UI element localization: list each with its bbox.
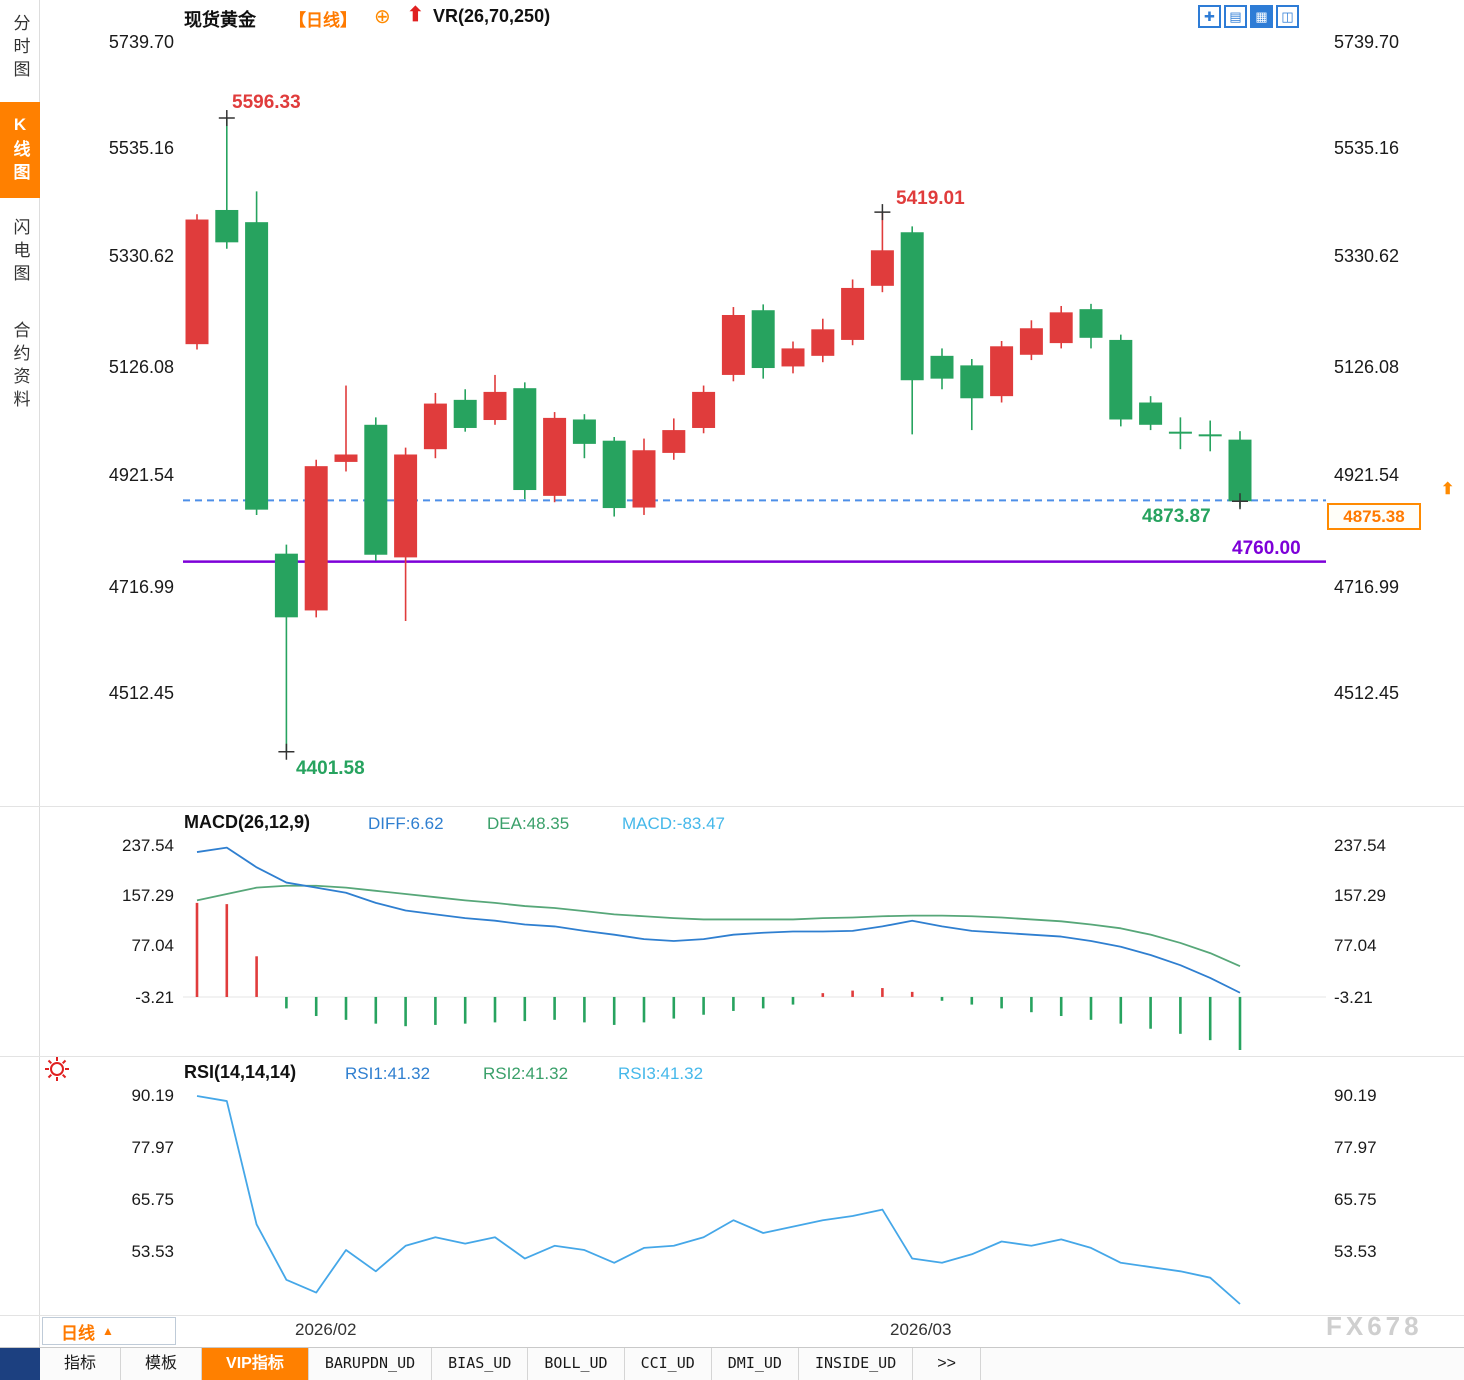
macd-axis-left: 77.04 (131, 936, 174, 955)
rsi2-value: RSI2:41.32 (483, 1064, 569, 1083)
tab-inside-ud[interactable]: INSIDE_UD (799, 1348, 914, 1380)
rsi-axis-right: 53.53 (1334, 1242, 1377, 1261)
layout-grid-icon[interactable]: ▤ (1224, 5, 1247, 28)
macd-title: MACD(26,12,9) (184, 812, 311, 832)
vr-indicator-label: VR(26,70,250) (433, 6, 551, 26)
sidebar-tab-label: 分时图 (10, 13, 30, 83)
macd-axis-right: 237.54 (1334, 836, 1386, 855)
sidebar-tab-contract-info[interactable]: 合约资料 (0, 306, 40, 428)
current-price-box: 4875.38 (1327, 503, 1421, 530)
chart-toolbar: ✚ ▤ ▦ ◫ (1198, 5, 1299, 28)
pan-tool-icon[interactable]: ✚ (1198, 5, 1221, 28)
tab-vip-indicators[interactable]: VIP指标 (202, 1348, 309, 1380)
rsi1-value: RSI1:41.32 (345, 1064, 431, 1083)
target-plus-icon[interactable]: ⊕ (374, 6, 391, 28)
kline-axis-left: 4716.99 (108, 577, 174, 597)
annotation-support-line: 4760.00 (1232, 538, 1301, 559)
kline-axis-right: 5739.70 (1334, 32, 1400, 52)
period-label: 日线 (61, 1323, 95, 1343)
rsi3-value: RSI3:41.32 (618, 1064, 704, 1083)
tab-bias-ud[interactable]: BIAS_UD (432, 1348, 529, 1380)
rsi-axis-left: 77.97 (131, 1138, 174, 1157)
kline-axis-right: 4921.54 (1334, 465, 1400, 485)
macd-axis-left: 237.54 (122, 836, 174, 855)
macd-axis-left: 157.29 (122, 886, 174, 905)
macd-macd-value: MACD:-83.47 (622, 814, 725, 833)
tab-boll-ud[interactable]: BOLL_UD (528, 1348, 625, 1380)
rsi-axis-left: 90.19 (131, 1086, 174, 1105)
go-to-latest-arrow-icon[interactable]: ⬆ (1441, 481, 1455, 498)
sidebar-tab-kline-chart[interactable]: K线图 (0, 102, 40, 198)
kline-axis-right: 5330.62 (1334, 246, 1400, 266)
sidebar-tab-label: 闪电图 (10, 217, 30, 287)
annotation-local-high: 5419.01 (896, 188, 965, 209)
kline-axis-left: 4921.54 (108, 465, 174, 485)
indicator-settings-sun-icon[interactable] (44, 1056, 70, 1082)
rsi-title: RSI(14,14,14) (184, 1062, 297, 1082)
macd-axis-left: -3.21 (135, 988, 174, 1007)
period-tag: 【日线】 (289, 11, 357, 30)
panel-separator (0, 806, 1464, 807)
tab-indicators[interactable]: 指标 (40, 1348, 122, 1380)
kline-axis-left: 5739.70 (108, 32, 174, 52)
annotation-last-close: 4873.87 (1142, 506, 1211, 527)
tab-templates[interactable]: 模板 (121, 1348, 203, 1380)
tab-barupdn-ud[interactable]: BARUPDN_UD (309, 1348, 433, 1380)
sidebar-tab-lightning-chart[interactable]: 闪电图 (0, 204, 40, 300)
kline-axis-left: 4512.45 (108, 683, 174, 703)
annotation-period-high: 5596.33 (232, 92, 301, 113)
sidebar-tab-label: 合约资料 (10, 321, 30, 413)
watermark: FX678 (1326, 1311, 1423, 1341)
kline-axis-right: 5126.08 (1334, 357, 1400, 377)
panel-separator (0, 1056, 1464, 1057)
macd-axis-right: 77.04 (1334, 936, 1377, 955)
signal-up-arrow-icon: ⬆ (407, 4, 424, 26)
tab-more[interactable]: >> (913, 1348, 981, 1380)
sidebar-tab-label: K线图 (10, 114, 30, 186)
kline-axis-left: 5535.16 (108, 138, 174, 158)
panel-separator (0, 1315, 1464, 1316)
left-sidebar: 分时图 K线图 闪电图 合约资料 (0, 0, 40, 1347)
rsi-axis-left: 65.75 (131, 1190, 174, 1209)
rsi-axis-right: 65.75 (1334, 1190, 1377, 1209)
sidebar-tab-time-chart[interactable]: 分时图 (0, 2, 40, 94)
kline-axis-right: 4512.45 (1334, 683, 1400, 703)
x-axis-date: 2026/03 (890, 1320, 952, 1339)
symbol-title: 现货黄金 (184, 10, 256, 30)
macd-diff-value: DIFF:6.62 (368, 814, 444, 833)
macd-axis-right: 157.29 (1334, 886, 1386, 905)
kline-axis-left: 5330.62 (108, 246, 174, 266)
tabbar-corner (0, 1348, 40, 1380)
annotation-period-low: 4401.58 (296, 758, 365, 779)
layout-split-icon[interactable]: ◫ (1276, 5, 1299, 28)
macd-dea-value: DEA:48.35 (487, 814, 570, 833)
layout-chart-icon[interactable]: ▦ (1250, 5, 1273, 28)
indicator-tab-bar: 指标 模板 VIP指标 BARUPDN_UD BIAS_UD BOLL_UD C… (0, 1347, 1464, 1380)
kline-axis-left: 5126.08 (108, 357, 174, 377)
rsi-axis-right: 90.19 (1334, 1086, 1377, 1105)
x-axis-date: 2026/02 (295, 1320, 357, 1339)
tab-dmi-ud[interactable]: DMI_UD (712, 1348, 799, 1380)
rsi-axis-left: 53.53 (131, 1242, 174, 1261)
tab-cci-ud[interactable]: CCI_UD (625, 1348, 712, 1380)
kline-axis-right: 5535.16 (1334, 138, 1400, 158)
period-arrow-icon: ▲ (102, 1324, 114, 1338)
macd-axis-right: -3.21 (1334, 988, 1373, 1007)
kline-axis-right: 4716.99 (1334, 577, 1400, 597)
rsi-axis-right: 77.97 (1334, 1138, 1377, 1157)
period-selector[interactable]: 日线 ▲ (42, 1317, 176, 1345)
